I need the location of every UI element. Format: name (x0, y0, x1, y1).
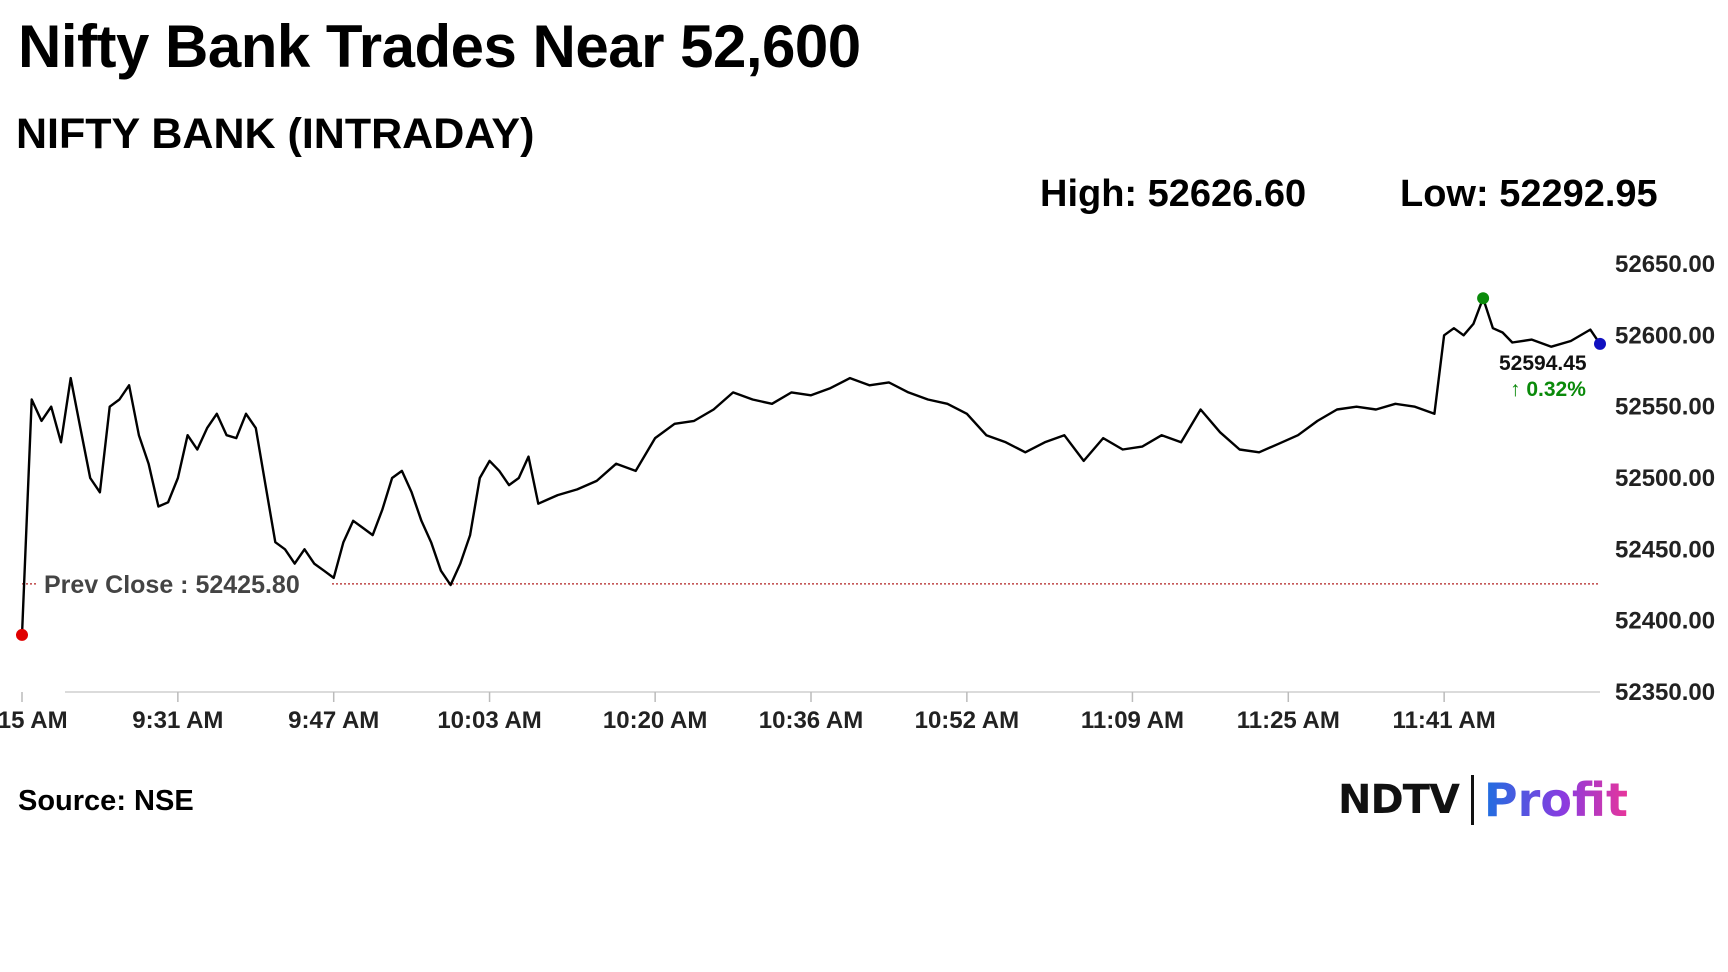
x-tick-label: 10:52 AM (915, 707, 1019, 734)
y-tick-label: 52650.00 (1615, 251, 1715, 278)
y-tick-label: 52400.00 (1615, 608, 1715, 635)
logo-profit-text: Profit (1483, 773, 1629, 827)
x-tick-label: 9:15 AM (0, 707, 68, 734)
change-percent-label: ↑ 0.32% (1510, 378, 1586, 401)
x-tick-label: 10:20 AM (603, 707, 707, 734)
price-line (20, 297, 1601, 635)
y-tick-label: 52350.00 (1615, 679, 1715, 706)
open-point (16, 628, 28, 641)
logo-ndtv-text: NDTV (1338, 777, 1460, 823)
x-tick-label: 10:36 AM (759, 707, 863, 734)
x-tick-label: 11:25 AM (1237, 707, 1340, 734)
x-tick-label: 9:31 AM (132, 707, 223, 734)
source-note: Source: NSE (18, 785, 194, 817)
x-axis: 9:15 AM 9:31 AM 9:47 AM 10:03 AM 10:20 AM 10:… (0, 692, 1496, 734)
chart-subtitle: NIFTY BANK (INTRADAY) (16, 110, 535, 158)
y-tick-label: 52550.00 (1615, 394, 1715, 421)
x-tick-label: 11:09 AM (1081, 707, 1184, 734)
last-value-label: 52594.45 (1499, 352, 1587, 375)
series-group (20, 297, 1601, 635)
high-point (1477, 292, 1490, 305)
x-tick-label: 10:03 AM (437, 707, 541, 734)
y-tick-label: 52600.00 (1615, 322, 1715, 349)
x-tick-label: 9:47 AM (288, 707, 379, 734)
y-axis: 52650.00 52600.00 52550.00 52500.00 52450.00… (1615, 251, 1715, 706)
x-tick-label: 11:41 AM (1393, 707, 1496, 734)
prev-close-label: Prev Close : 52425.80 (44, 571, 300, 599)
high-stat: High: 52626.60 (1040, 173, 1307, 215)
logo-divider (1470, 775, 1474, 825)
low-stat: Low: 52292.95 (1400, 173, 1658, 215)
last-point (1594, 337, 1606, 350)
annotation-group: 52594.45 ↑ 0.32% (16, 292, 1606, 641)
prev-close-group: Prev Close : 52425.80 (22, 571, 1600, 599)
ndtv-profit-logo: NDTV Profit (1338, 772, 1628, 828)
headline: Nifty Bank Trades Near 52,600 (18, 13, 861, 80)
y-tick-label: 52500.00 (1615, 465, 1715, 492)
y-tick-label: 52450.00 (1615, 536, 1715, 563)
